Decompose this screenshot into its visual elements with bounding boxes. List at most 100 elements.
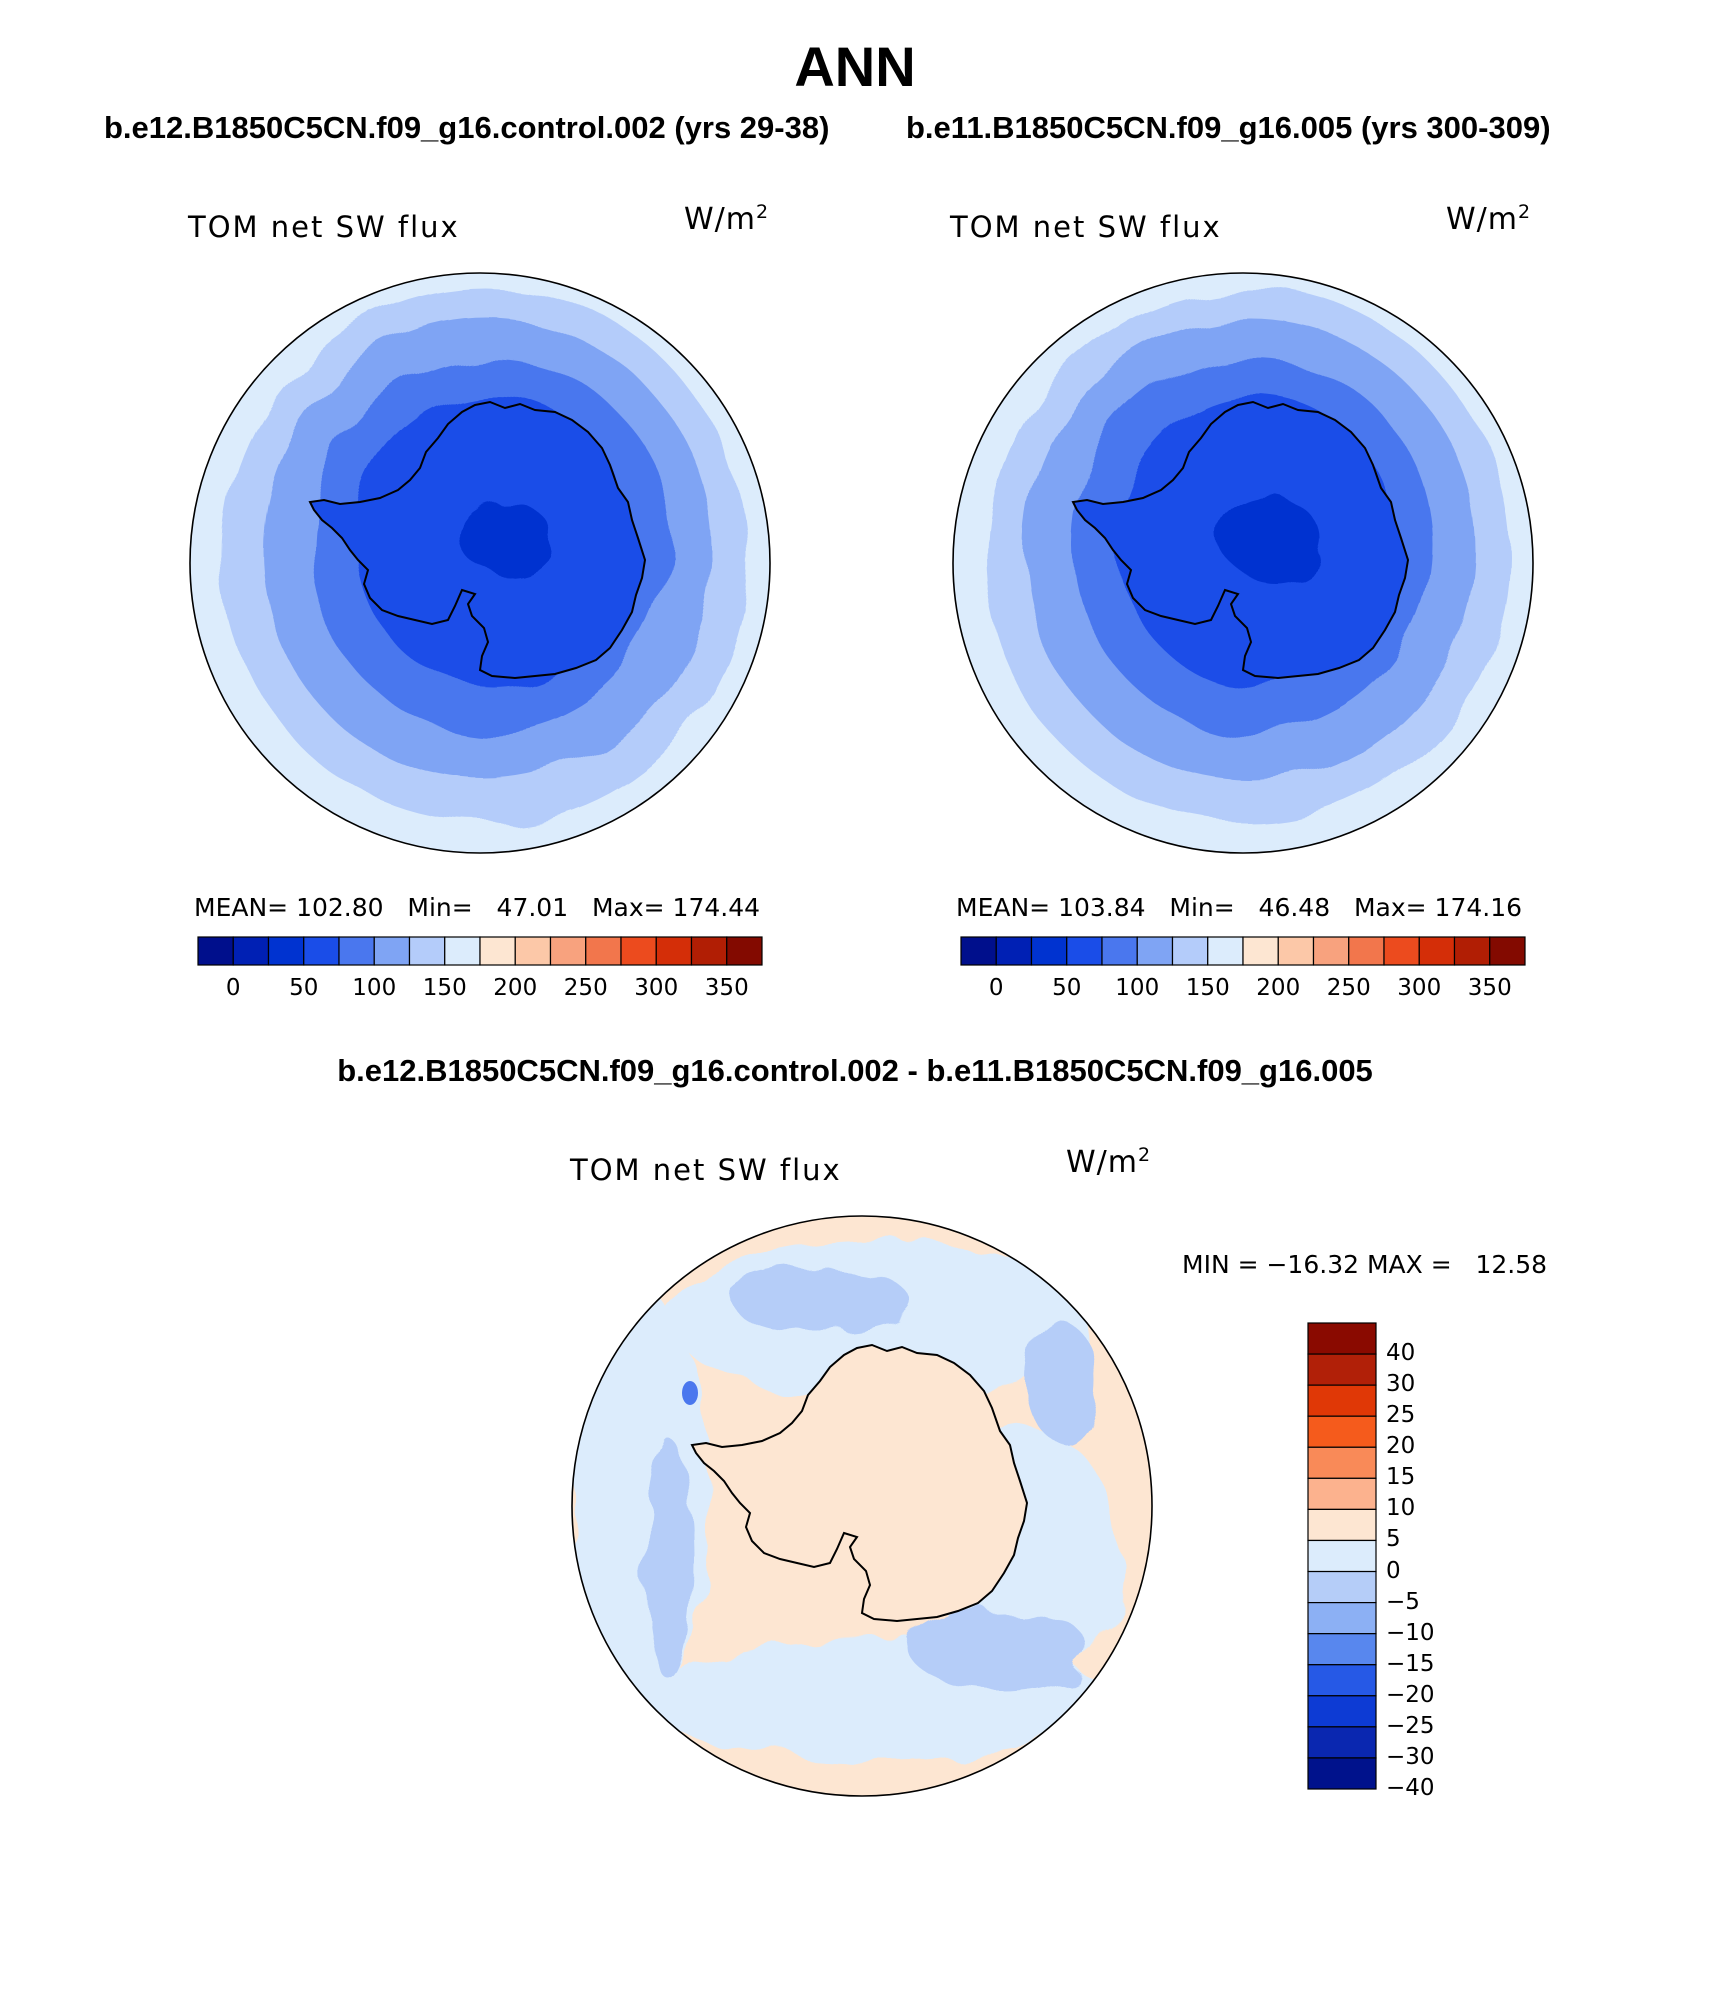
right-stats: MEAN= 103.84 Min= 46.48 Max= 174.16 bbox=[956, 893, 1522, 922]
difference-units-label: W/m2 bbox=[1066, 1144, 1152, 1180]
right-max: Max= 174.16 bbox=[1353, 893, 1523, 922]
difference-polar-map bbox=[571, 1215, 1153, 1797]
right-variable-label: TOM net SW flux bbox=[950, 210, 1222, 244]
left-colorbar-swatch bbox=[373, 936, 411, 966]
right-colorbar-swatch bbox=[1489, 936, 1526, 966]
difference-colorbar-swatch bbox=[1307, 1570, 1377, 1604]
difference-colorbar-swatch bbox=[1307, 1601, 1377, 1635]
right-colorbar-tick-label: 150 bbox=[1185, 975, 1230, 1001]
right-units-label: W/m2 bbox=[1446, 201, 1532, 237]
right-colorbar-swatch bbox=[1383, 936, 1420, 966]
difference-colorbar-tick-label: 0 bbox=[1386, 1557, 1401, 1584]
difference-colorbar-tick-label: −40 bbox=[1386, 1775, 1435, 1801]
right-colorbar-tick-label: 300 bbox=[1397, 975, 1442, 1001]
left-colorbar-swatch bbox=[514, 936, 552, 966]
left-colorbar-swatch bbox=[585, 936, 622, 966]
right-colorbar-swatch bbox=[995, 936, 1033, 966]
left-colorbar-swatch bbox=[338, 936, 375, 966]
left-colorbar-swatch bbox=[690, 936, 728, 966]
right-colorbar-tick-label: 0 bbox=[988, 975, 1004, 1001]
left-colorbar-swatch bbox=[408, 936, 446, 966]
difference-colorbar-tick-label: 5 bbox=[1386, 1526, 1401, 1553]
difference-colorbar-swatch bbox=[1307, 1477, 1377, 1511]
left-colorbar-swatch bbox=[655, 936, 693, 966]
right-polar-map bbox=[952, 272, 1534, 854]
left-colorbar-tick-label: 350 bbox=[704, 975, 749, 1001]
difference-colorbar-tick-label: 10 bbox=[1386, 1495, 1416, 1522]
difference-colorbar-swatch bbox=[1307, 1415, 1377, 1448]
left-units-label: W/m2 bbox=[684, 201, 770, 237]
right-colorbar-swatch bbox=[1101, 936, 1138, 966]
difference-colorbar-tick-label: −25 bbox=[1386, 1712, 1435, 1739]
left-colorbar-tick-label: 50 bbox=[289, 975, 319, 1001]
right-colorbar-swatch bbox=[1207, 936, 1244, 966]
left-colorbar-swatch bbox=[267, 936, 305, 966]
left-colorbar-swatch bbox=[549, 936, 587, 966]
left-colorbar-tick-label: 250 bbox=[563, 975, 608, 1001]
difference-colorbar-swatch bbox=[1307, 1633, 1377, 1666]
right-colorbar-swatch bbox=[1066, 936, 1103, 966]
right-colorbar-swatch bbox=[1242, 936, 1279, 966]
difference-colorbar-tick-label: 40 bbox=[1386, 1340, 1416, 1367]
right-colorbar-swatch bbox=[1418, 936, 1456, 966]
right-colorbar-swatch bbox=[1136, 936, 1174, 966]
left-colorbar-swatch bbox=[726, 936, 763, 966]
right-colorbar-swatch bbox=[1348, 936, 1385, 966]
left-colorbar-tick-label: 300 bbox=[634, 975, 679, 1001]
right-mean: MEAN= 103.84 bbox=[956, 893, 1146, 922]
difference-minmax: MIN = −16.32 MAX = 12.58 bbox=[1182, 1250, 1548, 1279]
right-colorbar-swatch bbox=[960, 936, 997, 966]
right-colorbar-swatch bbox=[1171, 936, 1209, 966]
left-colorbar bbox=[197, 936, 763, 966]
right-colorbar-swatch bbox=[1030, 936, 1068, 966]
right-colorbar-tick-label: 350 bbox=[1467, 975, 1512, 1001]
difference-colorbar-tick-label: 25 bbox=[1386, 1402, 1416, 1429]
right-colorbar-swatch bbox=[1277, 936, 1315, 966]
difference-colorbar bbox=[1307, 1322, 1377, 1790]
left-colorbar-swatch bbox=[620, 936, 657, 966]
right-colorbar-swatch bbox=[1312, 936, 1350, 966]
right-min: Min= 46.48 bbox=[1169, 893, 1331, 922]
difference-colorbar-tick-label: 20 bbox=[1386, 1433, 1416, 1460]
left-polar-map bbox=[189, 272, 771, 854]
difference-variable-label: TOM net SW flux bbox=[570, 1153, 842, 1187]
difference-colorbar-tick-label: 30 bbox=[1386, 1371, 1416, 1398]
difference-colorbar-swatch bbox=[1307, 1446, 1377, 1479]
difference-colorbar-tick-label: −10 bbox=[1386, 1619, 1435, 1646]
difference-colorbar-swatch bbox=[1307, 1539, 1377, 1573]
left-colorbar-swatch bbox=[444, 936, 481, 966]
difference-colorbar-tick-label: 15 bbox=[1386, 1464, 1416, 1491]
left-colorbar-tick-label: 0 bbox=[225, 975, 241, 1001]
right-colorbar-tick-label: 250 bbox=[1326, 975, 1371, 1001]
main-title: ANN bbox=[794, 35, 916, 98]
left-colorbar-swatch bbox=[232, 936, 270, 966]
right-colorbar-tick-label: 100 bbox=[1115, 975, 1160, 1001]
right-case-title: b.e11.B1850C5CN.f09_g16.005 (yrs 300-309… bbox=[906, 110, 1551, 145]
difference-colorbar-swatch bbox=[1307, 1322, 1377, 1355]
difference-colorbar-tick-label: −20 bbox=[1386, 1681, 1435, 1708]
difference-colorbar-swatch bbox=[1307, 1726, 1377, 1759]
left-min: Min= 47.01 bbox=[407, 893, 569, 922]
difference-colorbar-tick-label: −5 bbox=[1386, 1588, 1420, 1615]
difference-colorbar-swatch bbox=[1307, 1508, 1377, 1542]
left-colorbar-tick-label: 200 bbox=[493, 975, 538, 1001]
difference-colorbar-swatch bbox=[1307, 1664, 1377, 1697]
left-max: Max= 174.44 bbox=[591, 893, 761, 922]
right-colorbar bbox=[960, 936, 1526, 966]
difference-colorbar-swatch bbox=[1307, 1695, 1377, 1728]
left-variable-label: TOM net SW flux bbox=[188, 210, 460, 244]
difference-colorbar-tick-label: −15 bbox=[1386, 1650, 1435, 1677]
difference-colorbar-swatch bbox=[1307, 1353, 1377, 1386]
left-case-title: b.e12.B1850C5CN.f09_g16.control.002 (yrs… bbox=[104, 110, 830, 145]
left-stats: MEAN= 102.80 Min= 47.01 Max= 174.44 bbox=[194, 893, 760, 922]
left-colorbar-tick-label: 100 bbox=[352, 975, 397, 1001]
left-colorbar-swatch bbox=[479, 936, 516, 966]
right-colorbar-tick-label: 50 bbox=[1052, 975, 1082, 1001]
difference-colorbar-tick-label: −30 bbox=[1386, 1743, 1435, 1770]
difference-colorbar-swatch bbox=[1307, 1384, 1377, 1417]
right-colorbar-tick-label: 200 bbox=[1256, 975, 1301, 1001]
difference-colorbar-swatch bbox=[1307, 1757, 1377, 1790]
left-colorbar-swatch bbox=[197, 936, 234, 966]
difference-title: b.e12.B1850C5CN.f09_g16.control.002 - b.… bbox=[337, 1053, 1373, 1088]
